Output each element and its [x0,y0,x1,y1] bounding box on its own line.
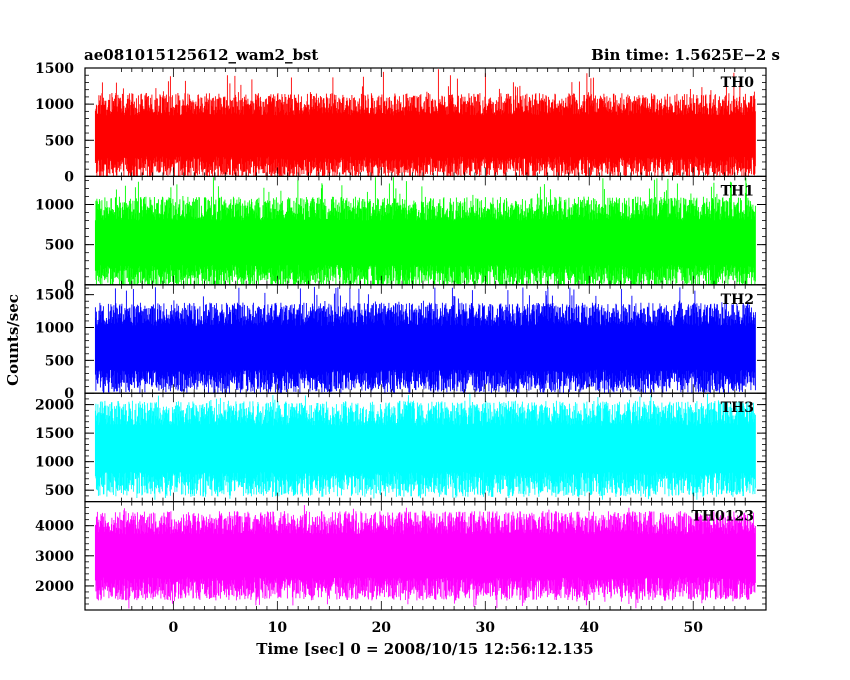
y-tick-label: 1000 [35,455,74,471]
y-tick-label: 0 [64,169,74,185]
y-tick-label: 500 [45,483,74,499]
panels-group: 0 500 1000 1500 TH0 0 500 1000 TH1 0 500 1000 1500 TH… [35,61,767,611]
y-tick-label: 2000 [35,579,74,595]
y-tick-label: 3000 [35,549,74,565]
y-tick-label: 1500 [35,288,74,304]
series-th1 [94,177,756,285]
series-th0 [94,69,756,177]
x-tick-label: 10 [268,620,288,636]
chart-title: ae081015125612_wam2_bst [84,46,318,64]
y-tick-label: 0 [64,278,74,294]
y-axis-label: Counts/sec [4,294,22,386]
panel-label-th0123: TH0123 [691,509,754,525]
y-tick-label: 500 [45,353,74,369]
panel-label-th0: TH0 [721,75,755,91]
panel-th0123: 2000 3000 4000 TH0123 [35,501,767,611]
x-tick-label: 50 [683,620,703,636]
panel-label-th3: TH3 [721,400,754,416]
x-tick-label: 30 [476,620,496,636]
panel-th1: 0 500 1000 TH1 [35,175,767,294]
x-tick-label: 40 [580,620,600,636]
x-tick-label: 20 [372,620,392,636]
y-tick-label: 1500 [35,61,74,77]
series-th0123 [94,505,756,609]
y-tick-label: 4000 [35,519,74,535]
y-tick-label: 2000 [35,398,74,414]
bin-time-label: Bin time: 1.5625E−2 s [591,46,780,64]
series-th3 [94,393,756,500]
panel-th2: 0 500 1000 1500 TH2 [35,284,767,402]
y-tick-label: 500 [45,238,74,254]
panel-label-th2: TH2 [721,292,754,308]
panel-th3: 500 1000 1500 2000 TH3 [35,392,767,503]
series-th2 [94,286,756,394]
panel-th0: 0 500 1000 1500 TH0 [35,61,767,185]
y-tick-label: 1000 [35,321,74,337]
y-tick-label: 1000 [35,97,74,113]
y-tick-label: 1500 [35,426,74,442]
x-tick-label: 0 [168,620,178,636]
x-axis: 0 10 20 30 40 50 [168,620,703,636]
y-tick-label: 0 [64,386,74,402]
panel-label-th1: TH1 [721,183,754,199]
y-tick-label: 500 [45,133,74,149]
y-tick-label: 1000 [35,198,74,214]
x-axis-label: Time [sec] 0 = 2008/10/15 12:56:12.135 [256,640,593,658]
